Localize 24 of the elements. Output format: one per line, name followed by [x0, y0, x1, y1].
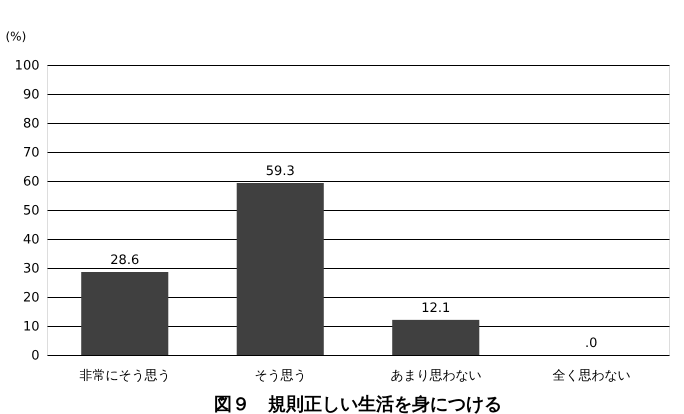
data-label: 28.6 — [110, 253, 140, 268]
x-tick-label: あまり思わない — [390, 368, 482, 384]
y-tick-label: 20 — [22, 290, 40, 306]
x-tick-label: そう思う — [254, 368, 306, 384]
data-label: 59.3 — [266, 164, 295, 180]
data-label: 12.1 — [421, 300, 450, 316]
y-tick-label: 30 — [22, 262, 40, 276]
text: 図９ 規則正しい生活を身につける — [214, 394, 502, 414]
y-tick-label: 50 — [22, 204, 40, 218]
y-tick-label: 40 — [22, 232, 40, 248]
bar — [81, 272, 168, 355]
x-tick-label: 全く思わない — [552, 368, 630, 384]
y-tick-label: 60 — [22, 174, 40, 190]
y-axis-title: (%) — [6, 30, 26, 44]
bar — [392, 320, 480, 355]
y-tick-label: 70 — [22, 146, 40, 160]
y-tick-label: 90 — [22, 88, 40, 102]
x-tick-label: 非常にそう思う — [79, 368, 170, 384]
y-tick-label: 0 — [31, 348, 40, 364]
y-tick-label: 100 — [14, 58, 40, 74]
bar — [236, 183, 324, 355]
y-tick-label: 10 — [22, 320, 40, 334]
y-tick-label: 80 — [22, 116, 40, 132]
data-label: .0 — [585, 336, 598, 351]
